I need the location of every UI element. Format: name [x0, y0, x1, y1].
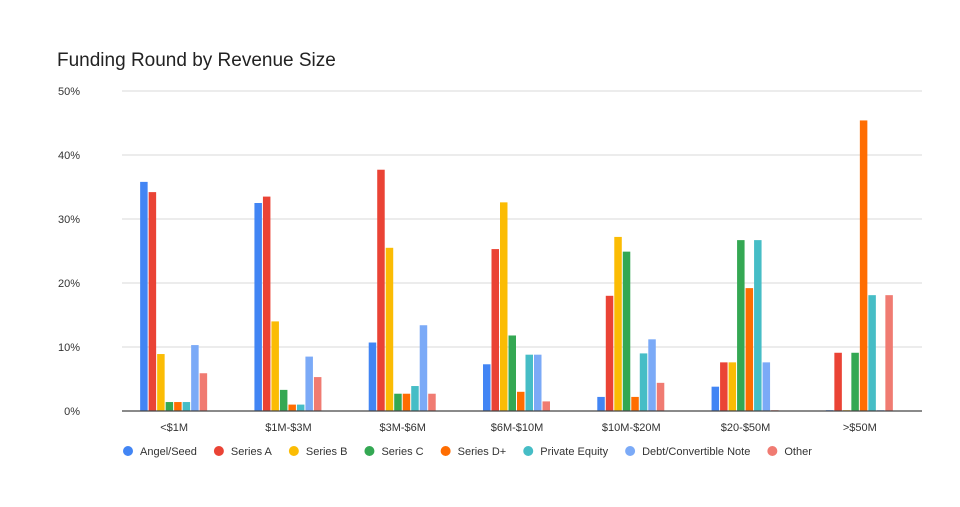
- y-tick-label: 30%: [58, 214, 80, 226]
- legend-swatch: [767, 446, 778, 456]
- bar-series-c-4: [622, 251, 631, 411]
- bar-series-d--2: [402, 393, 411, 411]
- legend-swatch: [440, 446, 451, 456]
- legend-label: Angel/Seed: [140, 446, 197, 458]
- x-category-label: <$1M: [160, 422, 188, 434]
- bar-series-a-4: [605, 295, 614, 411]
- bar-private-equity-0: [182, 402, 191, 411]
- bar-private-equity-1: [296, 404, 305, 411]
- legend-label: Series D+: [458, 446, 507, 458]
- bar-private-equity-4: [639, 353, 648, 411]
- legend-swatch: [288, 446, 299, 456]
- bar-series-a-5: [720, 362, 728, 411]
- y-tick-label: 0%: [64, 406, 80, 418]
- bar-private-equity-2: [411, 386, 419, 411]
- bar-angel-seed-2: [368, 342, 377, 411]
- bar-other-6: [885, 295, 893, 411]
- bar-other-3: [542, 401, 550, 411]
- bar-angel-seed-4: [597, 396, 605, 411]
- bar-series-b-3: [500, 202, 508, 411]
- y-axis-ticks: 0% 10% 20% 30% 40% 50%: [58, 86, 80, 418]
- bar-series-b-1: [271, 321, 279, 411]
- legend-swatch: [364, 446, 375, 456]
- legend-swatch: [213, 446, 224, 456]
- bars-layer: [140, 120, 893, 411]
- legend: Angel/Seed Series A Series B Series C Series…: [123, 446, 812, 458]
- x-category-label: $1M-$3M: [265, 422, 311, 434]
- bar-series-c-2: [394, 393, 402, 411]
- bar-series-b-5: [728, 362, 737, 411]
- legend-label: Series A: [231, 446, 273, 458]
- bar-other-2: [428, 393, 436, 411]
- y-tick-label: 10%: [58, 342, 80, 354]
- x-category-label: $20-$50M: [721, 422, 771, 434]
- bar-series-a-1: [262, 196, 271, 411]
- legend-label: Series B: [306, 446, 348, 458]
- bar-series-b-4: [614, 236, 622, 411]
- legend-label: Other: [784, 446, 812, 458]
- bar-series-b-2: [385, 247, 394, 411]
- bar-series-a-0: [148, 192, 157, 411]
- bar-series-a-6: [834, 352, 842, 411]
- chart-title: Funding Round by Revenue Size: [57, 50, 336, 71]
- bar-private-equity-3: [525, 354, 533, 411]
- bar-series-c-1: [279, 389, 288, 411]
- legend-swatch: [123, 446, 133, 456]
- bar-series-d--5: [745, 288, 754, 411]
- bar-angel-seed-1: [254, 203, 262, 411]
- bar-series-c-5: [737, 240, 745, 411]
- bar-angel-seed-3: [483, 364, 491, 411]
- x-category-label: $10M-$20M: [602, 422, 661, 434]
- bar-angel-seed-0: [140, 181, 148, 411]
- bar-other-1: [313, 377, 322, 411]
- bar-series-d--3: [517, 391, 525, 411]
- x-axis-categories: <$1M $1M-$3M $3M-$6M $6M-$10M $10M-$20M $20-$…: [160, 422, 877, 434]
- legend-swatch: [523, 446, 534, 456]
- bar-debt-convertible-note-2: [419, 325, 428, 411]
- legend-label: Private Equity: [540, 446, 608, 458]
- bar-debt-convertible-note-5: [762, 362, 771, 411]
- legend-swatch: [625, 446, 636, 456]
- grid-layer: [122, 90, 922, 348]
- bar-series-d--4: [631, 396, 639, 411]
- bar-series-c-6: [851, 352, 859, 411]
- bar-other-4: [656, 382, 665, 411]
- bar-other-0: [199, 373, 208, 411]
- bar-angel-seed-5: [711, 386, 720, 411]
- bar-debt-convertible-note-4: [648, 339, 656, 411]
- bar-private-equity-6: [868, 295, 876, 411]
- y-tick-label: 50%: [58, 86, 80, 98]
- bar-debt-convertible-note-3: [534, 354, 542, 411]
- bar-debt-convertible-note-1: [305, 356, 313, 411]
- bar-debt-convertible-note-0: [191, 345, 199, 411]
- bar-series-d--6: [859, 120, 868, 411]
- bar-series-d--0: [174, 402, 182, 411]
- x-category-label: $6M-$10M: [491, 422, 544, 434]
- bar-series-a-2: [377, 169, 385, 411]
- bar-series-c-0: [165, 402, 174, 411]
- legend-label: Series C: [381, 446, 423, 458]
- legend-label: Debt/Convertible Note: [642, 446, 750, 458]
- y-tick-label: 20%: [58, 278, 80, 290]
- bar-series-d--1: [288, 404, 296, 411]
- bar-series-c-3: [508, 335, 516, 411]
- y-tick-label: 40%: [58, 150, 80, 162]
- bar-private-equity-5: [754, 240, 762, 411]
- x-category-label: >$50M: [843, 422, 877, 434]
- x-category-label: $3M-$6M: [379, 422, 425, 434]
- bar-series-a-3: [491, 249, 499, 411]
- bar-series-b-0: [157, 354, 165, 411]
